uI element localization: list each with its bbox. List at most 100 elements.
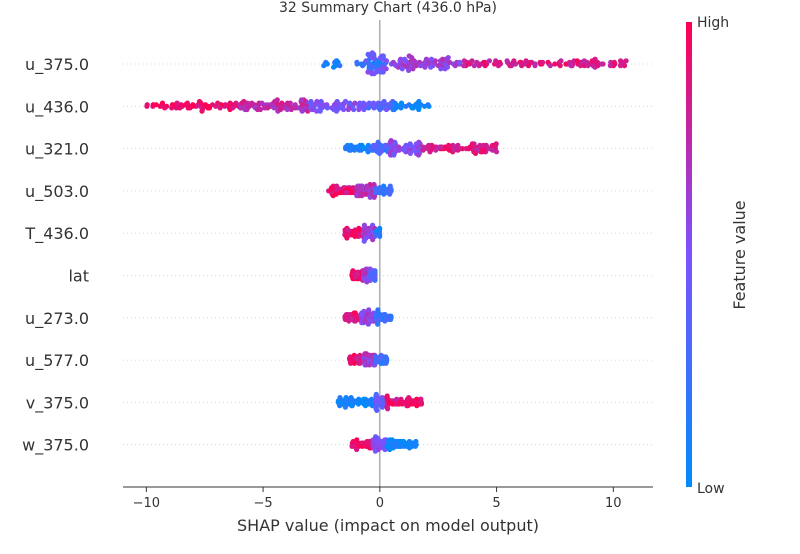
shap-point: [407, 443, 413, 449]
shap-point: [349, 403, 355, 409]
shap-point: [292, 105, 299, 111]
shap-point: [233, 100, 239, 106]
feature-label: u_436.0: [25, 97, 89, 117]
shap-point: [368, 318, 374, 324]
shap-point: [376, 105, 382, 111]
shap-point: [230, 105, 236, 111]
feature-label: u_503.0: [25, 182, 89, 202]
shap-point: [523, 58, 529, 64]
shap-point: [205, 105, 211, 111]
shap-point: [413, 438, 419, 445]
shap-point: [480, 149, 486, 155]
shap-point: [317, 108, 323, 114]
shap-point: [368, 233, 374, 239]
shap-point: [391, 106, 397, 113]
shap-point: [347, 100, 353, 106]
shap-point: [366, 105, 372, 111]
shap-point: [552, 61, 558, 67]
shap-point: [383, 360, 389, 366]
shap-point: [406, 53, 412, 59]
shap-point: [238, 105, 244, 111]
shap-point: [467, 144, 473, 150]
shap-point: [377, 185, 383, 191]
shap-point: [416, 98, 422, 105]
shap-point: [309, 106, 315, 113]
shap-point: [574, 58, 580, 64]
feature-label: u_273.0: [25, 309, 89, 329]
shap-point: [592, 56, 598, 62]
shap-point: [354, 229, 360, 235]
shap-point: [217, 105, 223, 111]
shap-point: [288, 106, 294, 113]
shap-point: [351, 360, 357, 366]
shap-point: [285, 100, 291, 106]
shap-point: [399, 66, 405, 72]
shap-point: [369, 312, 375, 318]
shap-point: [504, 58, 510, 64]
shap-point: [257, 106, 263, 113]
shap-point: [363, 351, 369, 357]
shap-point: [373, 354, 379, 360]
shap-point: [482, 63, 488, 69]
shap-point: [525, 63, 532, 69]
shap-point: [532, 63, 538, 69]
shap-point: [370, 100, 377, 106]
feature-gridlines: [123, 63, 653, 446]
shap-point: [259, 100, 265, 106]
shap-point: [410, 398, 416, 404]
shap-point: [397, 438, 403, 445]
shap-point: [341, 106, 347, 113]
shap-point: [314, 108, 320, 114]
shap-point: [447, 59, 453, 65]
shap-point: [371, 71, 377, 77]
chart-title: 32 Summary Chart (436.0 hPa): [279, 0, 497, 16]
shap-point: [617, 63, 624, 69]
shap-point: [343, 144, 349, 150]
shap-point: [284, 106, 290, 113]
shap-point: [330, 193, 336, 199]
shap-point: [378, 360, 384, 366]
shap-point: [407, 150, 413, 156]
shap-point: [353, 398, 359, 404]
shap-point: [153, 102, 159, 108]
shap-point: [361, 308, 367, 314]
shap-point: [452, 63, 458, 69]
shap-point: [529, 59, 535, 65]
shap-point: [416, 106, 422, 113]
shap-point: [519, 63, 525, 69]
shap-point: [362, 403, 369, 409]
shap-point: [473, 150, 479, 156]
shap-point: [350, 268, 356, 274]
shap-point: [477, 142, 483, 148]
shap-point: [354, 446, 360, 453]
shap-point: [345, 106, 351, 113]
shap-point: [360, 63, 366, 69]
shap-point: [372, 189, 379, 196]
shap-point: [363, 58, 369, 64]
shap-point: [375, 100, 381, 106]
shap-point: [568, 63, 574, 69]
shap-point: [342, 98, 349, 105]
shap-point: [346, 318, 352, 324]
shap-point: [578, 63, 584, 69]
shap-point: [337, 63, 343, 69]
x-ticks: −10 −5 0 5 10: [133, 487, 622, 511]
shap-point: [388, 316, 394, 322]
shap-point: [354, 193, 360, 199]
shap-point: [493, 58, 499, 64]
shap-point: [364, 227, 370, 233]
shap-point: [397, 399, 403, 405]
shap-point: [398, 56, 404, 62]
shap-point: [199, 108, 205, 114]
shap-point: [352, 100, 358, 106]
shap-point: [169, 105, 175, 111]
shap-point: [334, 58, 340, 64]
shap-point: [299, 108, 305, 114]
shap-point: [511, 58, 517, 64]
feature-label: u_577.0: [25, 351, 89, 371]
shap-point: [354, 355, 360, 362]
shap-point: [425, 102, 431, 108]
shap-point: [366, 100, 372, 106]
